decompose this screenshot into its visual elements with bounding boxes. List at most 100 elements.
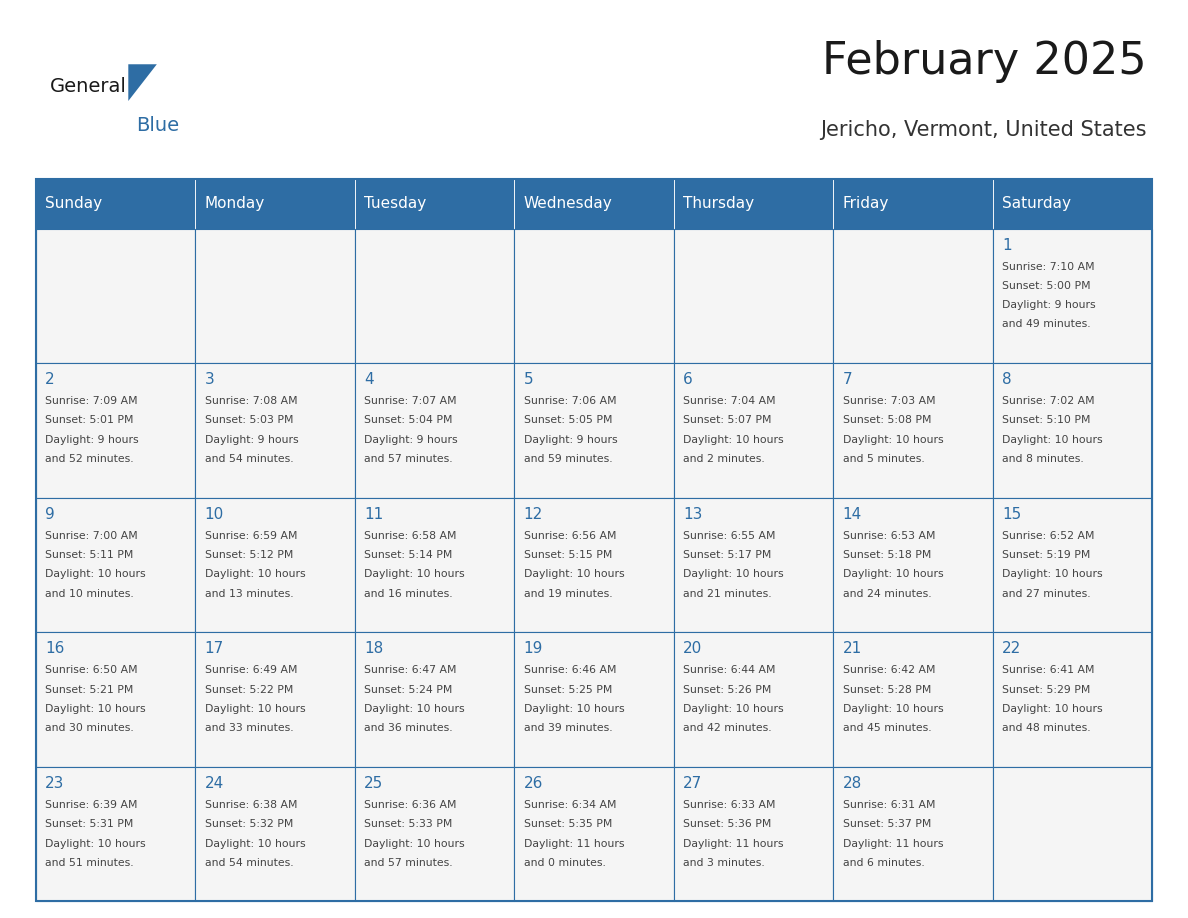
- Bar: [36, 633, 195, 767]
- Text: Daylight: 10 hours: Daylight: 10 hours: [524, 569, 625, 579]
- Text: and 54 minutes.: and 54 minutes.: [204, 857, 293, 868]
- Text: Sunrise: 7:00 AM: Sunrise: 7:00 AM: [45, 531, 138, 541]
- Text: 12: 12: [524, 507, 543, 522]
- Text: Sunrise: 7:06 AM: Sunrise: 7:06 AM: [524, 397, 617, 406]
- Text: Daylight: 10 hours: Daylight: 10 hours: [683, 569, 784, 579]
- Bar: [993, 498, 1152, 633]
- Text: 23: 23: [45, 776, 64, 791]
- Text: Sunrise: 7:04 AM: Sunrise: 7:04 AM: [683, 397, 776, 406]
- Text: Daylight: 10 hours: Daylight: 10 hours: [204, 569, 305, 579]
- Text: 20: 20: [683, 642, 702, 656]
- Text: 15: 15: [1003, 507, 1022, 522]
- Bar: [833, 364, 993, 498]
- Text: and 39 minutes.: and 39 minutes.: [524, 723, 612, 733]
- Text: Sunset: 5:21 PM: Sunset: 5:21 PM: [45, 685, 133, 695]
- Text: Daylight: 9 hours: Daylight: 9 hours: [365, 435, 457, 444]
- Text: Jericho, Vermont, United States: Jericho, Vermont, United States: [820, 120, 1146, 140]
- Text: Sunrise: 6:55 AM: Sunrise: 6:55 AM: [683, 531, 776, 541]
- Text: Blue: Blue: [137, 116, 179, 135]
- Bar: [195, 767, 355, 901]
- Text: February 2025: February 2025: [822, 39, 1146, 83]
- Text: Daylight: 10 hours: Daylight: 10 hours: [204, 838, 305, 848]
- Text: Sunset: 5:33 PM: Sunset: 5:33 PM: [365, 819, 453, 829]
- Text: Sunset: 5:05 PM: Sunset: 5:05 PM: [524, 416, 612, 425]
- Text: and 13 minutes.: and 13 minutes.: [204, 588, 293, 599]
- Text: Sunrise: 7:10 AM: Sunrise: 7:10 AM: [1003, 262, 1095, 272]
- Text: and 6 minutes.: and 6 minutes.: [842, 857, 924, 868]
- Text: Thursday: Thursday: [683, 196, 754, 211]
- Text: Sunset: 5:36 PM: Sunset: 5:36 PM: [683, 819, 772, 829]
- Text: 1: 1: [1003, 238, 1012, 252]
- Text: Sunrise: 6:52 AM: Sunrise: 6:52 AM: [1003, 531, 1095, 541]
- Text: Saturday: Saturday: [1003, 196, 1072, 211]
- Text: 7: 7: [842, 373, 853, 387]
- Text: Sunrise: 6:42 AM: Sunrise: 6:42 AM: [842, 666, 935, 676]
- Text: 22: 22: [1003, 642, 1022, 656]
- Text: and 24 minutes.: and 24 minutes.: [842, 588, 931, 599]
- Text: Daylight: 10 hours: Daylight: 10 hours: [683, 435, 784, 444]
- Bar: [674, 498, 833, 633]
- Text: 2: 2: [45, 373, 55, 387]
- Text: Daylight: 9 hours: Daylight: 9 hours: [524, 435, 618, 444]
- Text: and 27 minutes.: and 27 minutes.: [1003, 588, 1091, 599]
- Bar: [993, 229, 1152, 364]
- Bar: [993, 364, 1152, 498]
- Bar: [195, 364, 355, 498]
- Text: and 57 minutes.: and 57 minutes.: [365, 454, 453, 464]
- Text: 9: 9: [45, 507, 55, 522]
- Text: Sunset: 5:17 PM: Sunset: 5:17 PM: [683, 550, 772, 560]
- Bar: [514, 767, 674, 901]
- Text: Sunrise: 6:49 AM: Sunrise: 6:49 AM: [204, 666, 297, 676]
- Text: Sunset: 5:35 PM: Sunset: 5:35 PM: [524, 819, 612, 829]
- Text: Sunrise: 6:53 AM: Sunrise: 6:53 AM: [842, 531, 935, 541]
- Text: and 54 minutes.: and 54 minutes.: [204, 454, 293, 464]
- Bar: [833, 633, 993, 767]
- Text: and 19 minutes.: and 19 minutes.: [524, 588, 612, 599]
- Bar: [36, 498, 195, 633]
- Text: 6: 6: [683, 373, 693, 387]
- Text: 11: 11: [365, 507, 384, 522]
- Bar: [355, 767, 514, 901]
- Text: and 16 minutes.: and 16 minutes.: [365, 588, 453, 599]
- Text: Sunset: 5:08 PM: Sunset: 5:08 PM: [842, 416, 931, 425]
- Text: Sunset: 5:11 PM: Sunset: 5:11 PM: [45, 550, 133, 560]
- Bar: [674, 633, 833, 767]
- Bar: [993, 179, 1152, 229]
- Polygon shape: [128, 64, 157, 101]
- Bar: [833, 498, 993, 633]
- Text: Daylight: 10 hours: Daylight: 10 hours: [842, 435, 943, 444]
- Text: Sunday: Sunday: [45, 196, 102, 211]
- Text: Sunrise: 6:50 AM: Sunrise: 6:50 AM: [45, 666, 138, 676]
- Text: and 3 minutes.: and 3 minutes.: [683, 857, 765, 868]
- Bar: [674, 767, 833, 901]
- Bar: [514, 179, 674, 229]
- Text: General: General: [50, 77, 127, 96]
- Text: and 0 minutes.: and 0 minutes.: [524, 857, 606, 868]
- Bar: [355, 364, 514, 498]
- Bar: [993, 767, 1152, 901]
- Text: Sunset: 5:24 PM: Sunset: 5:24 PM: [365, 685, 453, 695]
- Text: Sunrise: 6:56 AM: Sunrise: 6:56 AM: [524, 531, 617, 541]
- Text: 25: 25: [365, 776, 384, 791]
- Text: Daylight: 10 hours: Daylight: 10 hours: [365, 704, 465, 714]
- Text: 17: 17: [204, 642, 223, 656]
- Text: 5: 5: [524, 373, 533, 387]
- Text: 21: 21: [842, 642, 862, 656]
- Text: 13: 13: [683, 507, 702, 522]
- Text: Monday: Monday: [204, 196, 265, 211]
- Text: Daylight: 10 hours: Daylight: 10 hours: [1003, 435, 1102, 444]
- Text: and 48 minutes.: and 48 minutes.: [1003, 723, 1091, 733]
- Text: Sunrise: 7:03 AM: Sunrise: 7:03 AM: [842, 397, 935, 406]
- Bar: [36, 179, 1152, 901]
- Text: Daylight: 11 hours: Daylight: 11 hours: [524, 838, 624, 848]
- Text: 26: 26: [524, 776, 543, 791]
- Text: and 30 minutes.: and 30 minutes.: [45, 723, 134, 733]
- Text: and 2 minutes.: and 2 minutes.: [683, 454, 765, 464]
- Text: 4: 4: [365, 373, 374, 387]
- Text: Sunrise: 6:34 AM: Sunrise: 6:34 AM: [524, 800, 617, 810]
- Text: 10: 10: [204, 507, 223, 522]
- Text: Sunset: 5:14 PM: Sunset: 5:14 PM: [365, 550, 453, 560]
- Text: Sunset: 5:22 PM: Sunset: 5:22 PM: [204, 685, 293, 695]
- Text: Daylight: 9 hours: Daylight: 9 hours: [1003, 300, 1097, 310]
- Text: 18: 18: [365, 642, 384, 656]
